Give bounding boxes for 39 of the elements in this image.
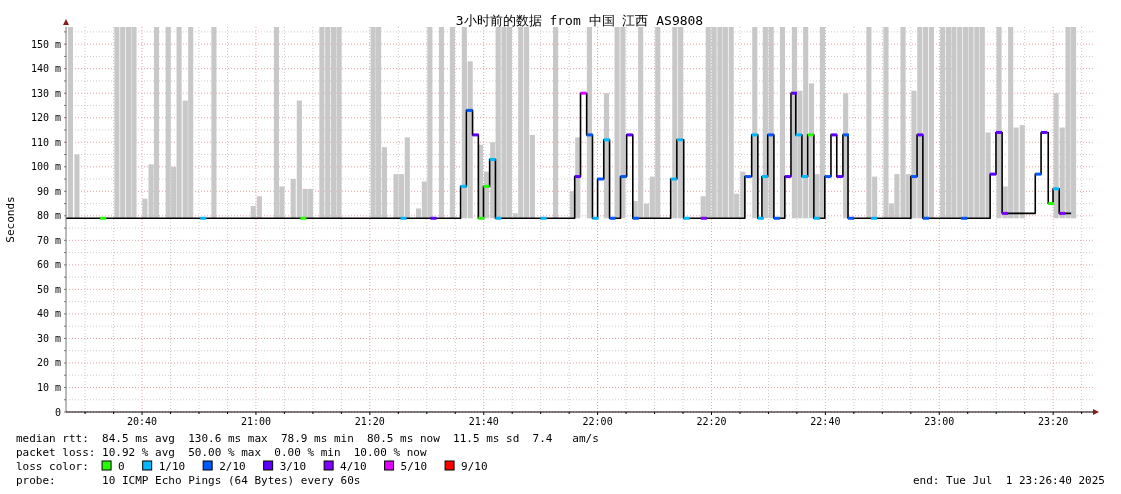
x-tick-label: 21:20 — [354, 416, 385, 427]
x-tick-label: 21:40 — [468, 416, 499, 427]
y-tick-label: 40 m — [36, 308, 61, 320]
legend-label: 3/10 — [279, 460, 307, 473]
text: probe: 10 ICMP Echo Pings (64 Bytes) every 60s — [16, 474, 361, 487]
x-tick-label: 22:20 — [696, 416, 727, 427]
y-tick-label: 130 m — [30, 87, 61, 99]
y-tick-label: 80 m — [36, 210, 61, 222]
legend-label: 2/10 — [219, 460, 246, 473]
y-tick-label: 20 m — [36, 357, 61, 369]
chart-title: 3小时前的数据 from 中国 江西 AS9808 — [455, 13, 704, 28]
text: median rtt: 84.5 ms avg 130.6 ms max 78.9 ms min 80.5 ms now 11.5 ms sd 7.4 am/s — [16, 432, 599, 445]
y-tick-label: 30 m — [36, 332, 61, 344]
y-tick-label: 100 m — [30, 161, 61, 173]
x-tick-label: 23:20 — [1038, 416, 1069, 427]
y-tick-label: 90 m — [36, 185, 61, 197]
legend-label: 9/10 — [461, 460, 488, 473]
legend-label: 4/10 — [340, 460, 367, 473]
legend-label: 0 — [118, 460, 125, 473]
y-tick-label: 140 m — [30, 63, 61, 75]
text: end: Tue Jul 1 23:26:40 2025 — [912, 474, 1105, 487]
x-tick-label: 22:40 — [810, 416, 841, 427]
y-tick-label: 60 m — [36, 259, 61, 271]
x-tick-label: 23:00 — [924, 416, 955, 427]
y-tick-label: 150 m — [30, 38, 61, 50]
text: packet loss: 10.92 % avg 50.00 % max 0.00 % min 10.00 % now — [16, 446, 427, 459]
legend-title: loss color: — [16, 460, 89, 473]
y-tick-label: 50 m — [36, 283, 61, 295]
x-tick-label: 21:00 — [240, 416, 272, 427]
legend-label: 1/10 — [158, 460, 186, 473]
y-tick-label: 0 — [54, 406, 61, 418]
y-tick-label: 10 m — [36, 381, 61, 393]
legend-label: 5/10 — [400, 460, 428, 473]
y-tick-label: 110 m — [30, 136, 61, 148]
x-tick-label: 22:00 — [582, 416, 613, 427]
y-tick-label: 120 m — [30, 112, 61, 124]
y-axis-title: Seconds — [4, 196, 17, 243]
x-tick-label: 20:40 — [127, 416, 158, 427]
y-tick-label: 70 m — [36, 234, 61, 246]
